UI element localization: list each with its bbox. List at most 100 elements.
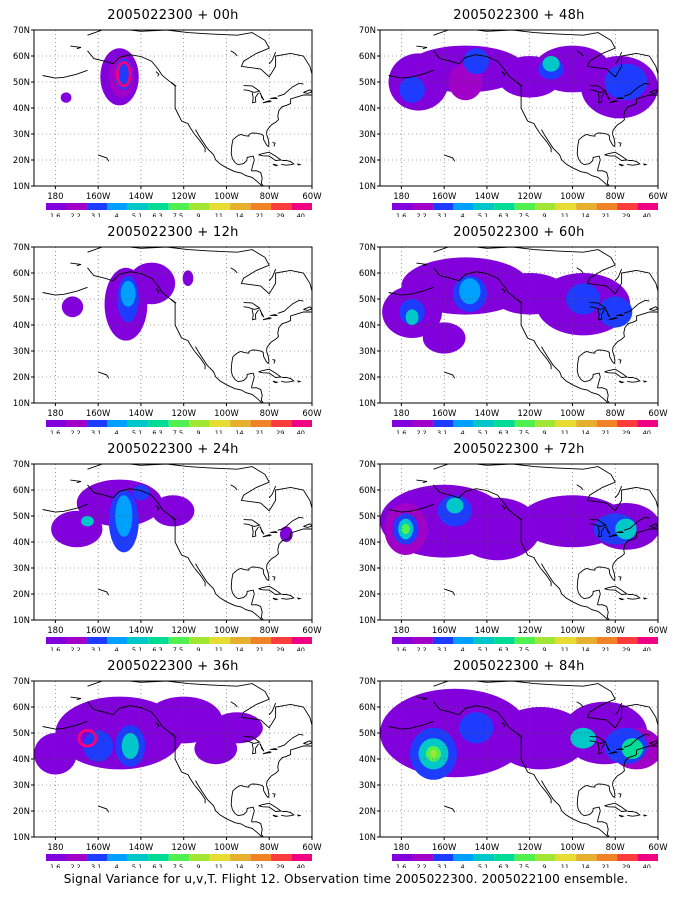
x-tick-label: 120W [171,409,196,419]
variance-field [388,45,658,119]
legend-swatch [107,420,128,427]
legend-label: 5.1 [132,212,142,217]
legend-swatch [514,420,536,427]
coastline [230,94,312,186]
map-plot: 70N 60N 50N 40N 30N 20N 10N 180 160W 140W 120W 100W… [359,677,668,868]
coastline [230,701,238,708]
y-tick-label: 70N [359,26,376,36]
panel-36h: 2005022300 + 36h 70N 60N 50N 40N 30N 20N 10N 18… [0,651,346,868]
x-tick-label: 80W [606,409,626,419]
legend-label: 14 [235,863,243,868]
legend-label: 9 [542,863,546,868]
y-tick-label: 50N [13,729,30,739]
coastline [268,485,277,499]
contour-max [77,728,98,748]
contour-level-3 [120,280,136,307]
contour-level-0 [182,270,194,286]
coastline [243,519,261,527]
y-tick-label: 50N [359,512,376,522]
y-tick-label: 70N [359,460,376,470]
contour-level-0 [145,696,223,744]
x-tick-label: 60W [648,843,668,853]
coastlines [388,464,673,620]
legend-swatch [535,420,556,427]
y-tick-label: 70N [13,677,30,687]
legend-label: 5.1 [132,429,142,434]
map-plot: 70N 60N 50N 40N 30N 20N 10N 180 160W 140W 120W 100W… [359,460,673,651]
legend-label: 7.5 [173,863,183,868]
coastline [623,733,650,748]
coastline [623,516,650,531]
coastline [98,805,110,813]
x-tick-label: 60W [648,192,668,202]
coastline [270,531,278,534]
legend-label: 6.3 [152,429,162,434]
x-tick-label: 120W [517,843,542,853]
legend-swatch [576,203,597,210]
coastline [618,814,625,818]
panel-title: 2005022300 + 72h [453,442,585,457]
coastline [618,359,622,364]
legend-swatch [637,203,658,210]
y-tick-label: 50N [359,78,376,88]
coastline [618,576,622,581]
legend-label: 14 [581,646,589,651]
legend-swatch [209,637,231,644]
legend-swatch [66,203,87,210]
x-tick-label: 160W [432,409,457,419]
legend-label: 11 [215,863,223,868]
coastline [313,512,327,524]
coastline [42,720,88,730]
legend-swatch [189,854,210,861]
coastline [516,732,523,738]
coastline [627,594,641,600]
legend-swatch [392,854,413,861]
coastline [281,160,295,166]
y-tick-label: 30N [13,781,30,791]
coastline [501,722,506,728]
contour-level-4 [615,518,637,540]
y-tick-label: 40N [359,104,376,114]
coastline [605,526,611,535]
contour-level-0 [194,733,238,765]
coastline [576,484,584,491]
coastline [616,748,624,751]
contour-level-2 [459,712,494,744]
legend-label: 1.6 [50,212,60,217]
coastline [659,512,673,524]
y-tick-label: 60N [359,486,376,496]
y-tick-label: 70N [13,243,30,253]
coastline [516,298,523,304]
coastline [444,154,456,162]
legend-label: 11 [561,429,569,434]
legend-label: 7.5 [173,212,183,217]
y-tick-label: 30N [13,347,30,357]
y-tick-label: 60N [13,269,30,279]
x-tick-label: 80W [260,626,280,636]
legend-swatch [107,854,128,861]
coastline [281,811,295,817]
coastline [258,151,283,161]
legend-label: 5.1 [478,429,488,434]
y-tick-label: 20N [13,156,30,166]
panel-84h: 2005022300 + 84h 70N 60N 50N 40N 30N 20N 10N 18… [346,651,692,868]
legend-label: 14 [235,212,243,217]
legend-label: 40 [643,212,651,217]
legend-swatch [168,854,190,861]
coastline [170,515,177,521]
coastline [230,50,238,57]
legend-swatch [637,637,658,644]
legend-swatch [230,203,251,210]
coastline [416,262,428,267]
x-tick-label: 140W [129,626,154,636]
contour-level-0 [454,497,541,561]
legend-label: 14 [581,429,589,434]
coastline [614,702,623,716]
legend-label: 3.1 [437,212,447,217]
contour-level-4 [81,516,94,527]
y-tick-label: 20N [13,807,30,817]
legend-swatch [494,637,515,644]
legend-swatch [535,203,556,210]
coastline [416,696,428,701]
legend-label: 2.2 [70,863,80,868]
